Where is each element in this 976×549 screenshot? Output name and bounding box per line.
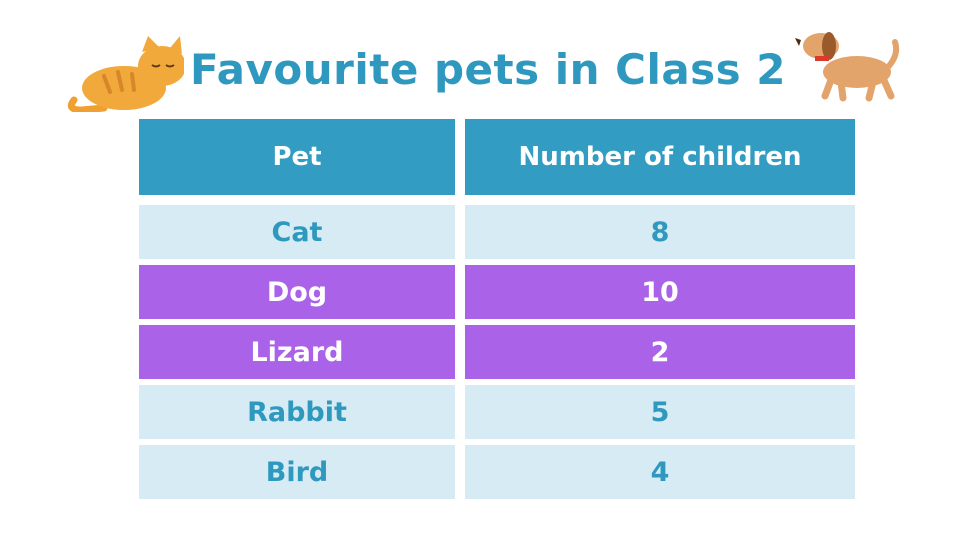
header-cell: Pet xyxy=(139,119,455,195)
count-cell: 5 xyxy=(465,385,855,439)
cat-icon xyxy=(67,36,184,112)
header-cell: Number of children xyxy=(465,119,855,195)
pet-cell: Bird xyxy=(139,445,455,499)
count-cell: 8 xyxy=(465,205,855,259)
dog-icon xyxy=(795,32,900,102)
count-cell: 10 xyxy=(465,265,855,319)
title: Favourite pets in Class 2 xyxy=(189,45,787,94)
count-cell: 4 xyxy=(465,445,855,499)
pet-cell: Dog xyxy=(139,265,455,319)
pet-cell: Cat xyxy=(139,205,455,259)
count-cell: 2 xyxy=(465,325,855,379)
pet-cell: Lizard xyxy=(139,325,455,379)
pet-cell: Rabbit xyxy=(139,385,455,439)
